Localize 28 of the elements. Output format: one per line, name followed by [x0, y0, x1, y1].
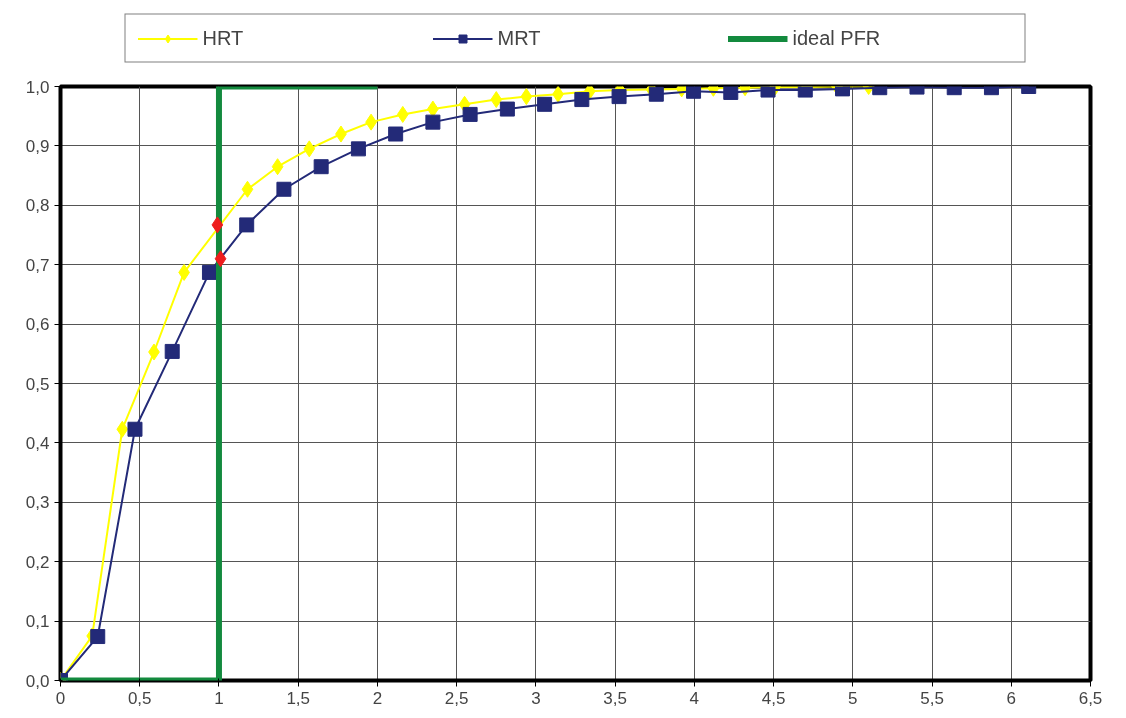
x-tick-label: 1: [214, 688, 224, 708]
y-tick-label: 0,9: [25, 136, 50, 156]
x-tick-label: 5,5: [920, 688, 944, 708]
x-tick-label: 0: [55, 688, 66, 708]
y-tick-label: 0,2: [25, 552, 50, 572]
legend-label: ideal PFR: [792, 26, 882, 50]
x-tick-label: 1,5: [286, 688, 311, 708]
y-tick-label: 0,7: [25, 255, 50, 275]
legend-label: HRT: [202, 26, 245, 50]
x-tick-label: 6,5: [1078, 688, 1103, 708]
x-tick-label: 2,5: [444, 688, 469, 708]
y-tick-label: 0,8: [25, 196, 50, 216]
legend-label: MRT: [497, 26, 542, 50]
x-tick-label: 5: [848, 688, 858, 708]
x-tick-label: 6: [1006, 688, 1017, 708]
y-tick-label: 0,0: [25, 671, 50, 691]
x-tick-label: 4: [689, 688, 700, 708]
x-tick-label: 3,5: [603, 688, 627, 708]
x-tick-label: 3: [531, 688, 541, 708]
y-tick-label: 1,0: [25, 77, 50, 97]
x-tick-label: 2: [372, 688, 383, 708]
y-tick-label: 0,6: [25, 315, 50, 335]
x-tick-label: 4,5: [761, 688, 786, 708]
x-tick-label: 0,5: [127, 688, 152, 708]
y-tick-label: 0,3: [25, 493, 50, 513]
y-tick-label: 0,4: [25, 433, 50, 453]
y-tick-label: 0,5: [25, 374, 50, 394]
y-tick-label: 0,1: [25, 612, 50, 632]
